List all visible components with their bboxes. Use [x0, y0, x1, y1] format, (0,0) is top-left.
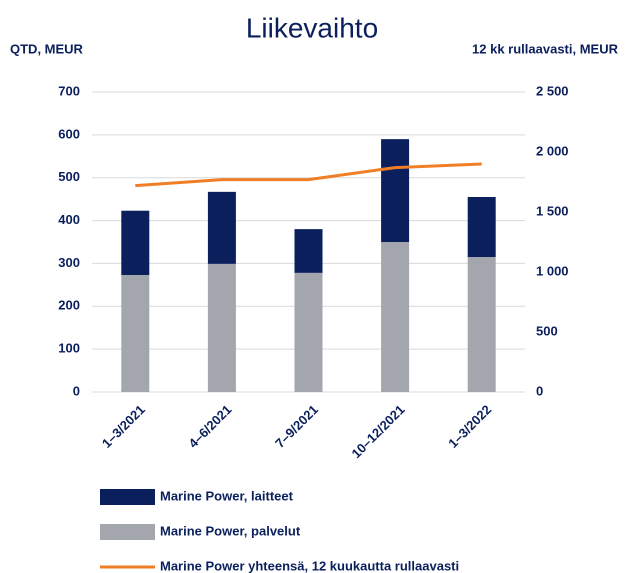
line-series — [135, 162, 482, 188]
x-tick-label: 10–12/2021 — [348, 402, 407, 461]
bar-segment — [467, 197, 496, 257]
bar-segment — [294, 272, 323, 392]
bar-segment — [381, 242, 410, 392]
y2-tick-label: 2 500 — [536, 83, 569, 98]
y2-tick-label: 2 000 — [536, 143, 569, 158]
y-tick-label: 400 — [58, 212, 80, 227]
bar-segment — [207, 191, 236, 264]
legend-swatch — [100, 489, 155, 505]
legend-swatch — [100, 524, 155, 540]
legend-label: Marine Power, laitteet — [160, 488, 294, 503]
y-tick-label: 300 — [58, 255, 80, 270]
x-tick-label: 7–9/2021 — [272, 402, 321, 451]
x-tick-label: 4–6/2021 — [185, 402, 234, 451]
bar-segment — [121, 275, 150, 392]
legend-label: Marine Power yhteensä, 12 kuukautta rull… — [160, 558, 459, 573]
chart-title: Liikevaihto — [246, 12, 378, 43]
y-tick-label: 200 — [58, 298, 80, 313]
y-tick-label: 600 — [58, 126, 80, 141]
y-tick-label: 0 — [73, 383, 80, 398]
bar-segment — [207, 263, 236, 392]
bar-segment — [467, 257, 496, 392]
y-tick-label: 500 — [58, 169, 80, 184]
y2-tick-label: 0 — [536, 383, 543, 398]
legend-label: Marine Power, palvelut — [160, 523, 301, 538]
x-tick-label: 1–3/2022 — [445, 402, 494, 451]
y2-axis-title: 12 kk rullaavasti, MEUR — [472, 41, 619, 56]
y-tick-label: 700 — [58, 83, 80, 98]
y-axis-title: QTD, MEUR — [10, 41, 84, 56]
bar-segment — [294, 229, 323, 273]
x-tick-label: 1–3/2021 — [99, 402, 148, 451]
y2-tick-label: 1 000 — [536, 263, 569, 278]
y2-tick-label: 1 500 — [536, 203, 569, 218]
y-tick-label: 100 — [58, 341, 80, 356]
y2-tick-label: 500 — [536, 323, 558, 338]
bar-segment — [121, 210, 150, 275]
bar-segment — [381, 139, 410, 242]
